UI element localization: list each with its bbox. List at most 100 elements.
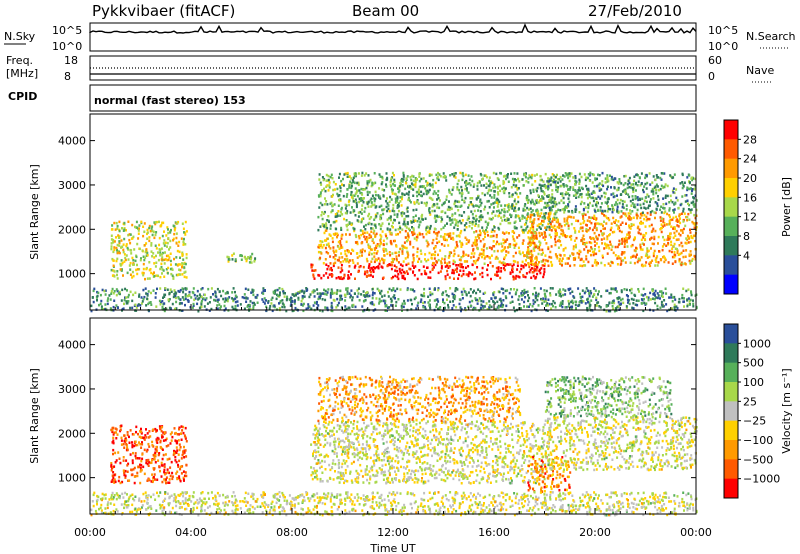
- power-cell: [458, 240, 461, 243]
- power-cell: [596, 238, 599, 241]
- power-cell: [531, 267, 533, 270]
- power-cell: [443, 306, 446, 310]
- power-cell: [378, 187, 381, 190]
- power-cell: [181, 264, 184, 268]
- power-cell: [389, 195, 392, 199]
- power-cell: [321, 211, 324, 214]
- power-cell: [378, 245, 381, 248]
- power-cell: [389, 216, 392, 220]
- power-cell: [479, 233, 482, 237]
- power-cell: [143, 230, 146, 233]
- power-cell: [226, 297, 229, 300]
- power-cell: [467, 191, 470, 194]
- power-cell: [536, 224, 539, 227]
- power-cell: [455, 219, 458, 222]
- power-cell: [415, 208, 418, 211]
- power-cell: [428, 287, 431, 290]
- power-cell: [228, 296, 231, 299]
- power-cell: [348, 233, 351, 236]
- power-cell: [158, 243, 161, 247]
- power-cell: [569, 264, 572, 268]
- power-cell: [520, 225, 523, 229]
- power-cell: [368, 251, 371, 254]
- power-cell: [210, 287, 213, 290]
- power-cell: [621, 205, 624, 209]
- power-cell: [681, 229, 684, 232]
- power-cell: [307, 306, 310, 310]
- power-cell: [281, 287, 284, 291]
- power-cell: [351, 304, 354, 307]
- power-cell: [630, 204, 633, 207]
- power-cell: [352, 303, 355, 307]
- power-cell: [182, 258, 185, 261]
- power-cell: [177, 220, 180, 224]
- power-cell: [422, 301, 425, 305]
- power-cell: [456, 288, 459, 291]
- power-cell: [637, 299, 640, 302]
- power-cell: [334, 215, 337, 218]
- power-cell: [389, 254, 392, 257]
- power-cell: [590, 246, 593, 249]
- power-cell: [632, 190, 635, 194]
- power-cell: [412, 219, 415, 222]
- power-cell: [570, 305, 573, 309]
- velocity-cell: [169, 466, 172, 469]
- power-cell: [361, 197, 364, 200]
- power-cell: [273, 305, 276, 309]
- power-cell: [628, 181, 631, 185]
- power-cell: [476, 204, 479, 208]
- power-cell: [434, 232, 437, 235]
- power-cell: [459, 171, 462, 175]
- power-cell: [183, 275, 186, 279]
- power-cell: [543, 300, 546, 303]
- power-cell: [553, 197, 556, 200]
- power-cell: [420, 190, 423, 194]
- power-cell: [483, 208, 486, 211]
- power-cell: [356, 242, 359, 246]
- power-cell: [542, 180, 545, 183]
- power-cell: [457, 179, 460, 182]
- power-cell: [466, 218, 469, 222]
- power-cell: [263, 297, 266, 300]
- power-cell: [663, 222, 666, 225]
- power-cell: [248, 261, 251, 264]
- power-cell: [350, 289, 353, 292]
- power-cell: [497, 304, 500, 308]
- power-cell: [354, 192, 357, 196]
- power-cell: [167, 298, 170, 301]
- power-cell: [404, 187, 407, 191]
- power-cell: [142, 297, 145, 301]
- power-cell: [331, 209, 334, 212]
- power-cell: [624, 237, 627, 240]
- power-cell: [351, 248, 354, 252]
- power-cell: [350, 186, 353, 190]
- power-cell: [443, 174, 446, 178]
- power-cell: [462, 254, 465, 257]
- power-cell: [390, 218, 392, 222]
- power-cell: [532, 200, 535, 204]
- power-cell: [399, 196, 402, 199]
- power-cell: [397, 277, 400, 281]
- power-cell: [174, 226, 177, 230]
- power-cell: [485, 182, 488, 186]
- power-cell: [373, 303, 376, 307]
- power-cell: [151, 233, 154, 237]
- power-cell: [373, 255, 376, 258]
- power-cell: [129, 290, 132, 294]
- power-cell: [441, 203, 444, 207]
- power-cell: [644, 176, 647, 180]
- power-cell: [405, 226, 408, 229]
- power-cell: [422, 235, 425, 239]
- power-cell: [392, 207, 395, 210]
- power-cell: [623, 242, 626, 246]
- power-cell: [547, 304, 549, 307]
- power-cell: [530, 255, 533, 259]
- power-cell: [518, 180, 521, 183]
- power-cell: [460, 185, 463, 189]
- power-cell: [529, 189, 532, 192]
- power-cell: [394, 289, 397, 293]
- power-cell: [500, 267, 503, 270]
- power-cell: [586, 219, 589, 222]
- power-cell: [402, 305, 405, 309]
- power-cell: [550, 245, 553, 248]
